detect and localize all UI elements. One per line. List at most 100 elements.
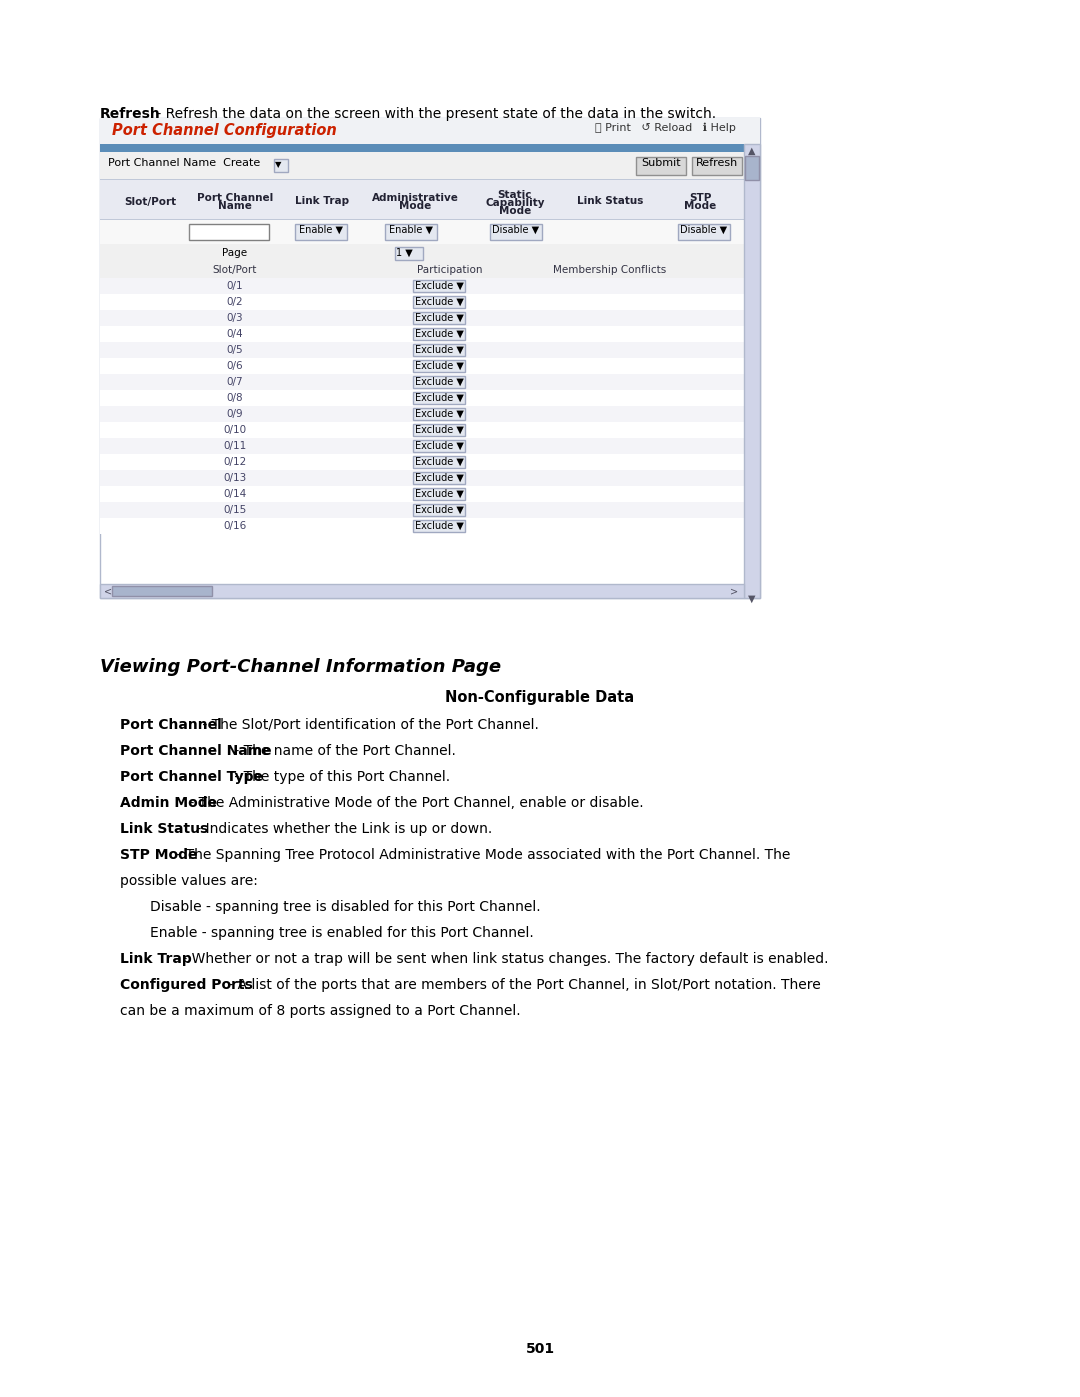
Text: Exclude ▼: Exclude ▼ — [415, 360, 463, 372]
Text: Mode: Mode — [684, 201, 716, 211]
Bar — [413, 488, 465, 500]
Bar — [413, 344, 465, 356]
Bar — [100, 278, 744, 293]
Bar — [384, 224, 437, 240]
Text: Refresh: Refresh — [100, 108, 161, 122]
Bar — [413, 279, 465, 292]
Text: Enable ▼: Enable ▼ — [299, 225, 343, 235]
Bar — [100, 144, 744, 152]
Text: Viewing Port-Channel Information Page: Viewing Port-Channel Information Page — [100, 658, 501, 676]
Text: Static: Static — [498, 190, 532, 200]
Text: 0/4: 0/4 — [227, 330, 243, 339]
Bar — [100, 439, 744, 454]
Text: Mode: Mode — [399, 201, 431, 211]
Text: Exclude ▼: Exclude ▼ — [415, 330, 463, 339]
Bar — [100, 390, 744, 407]
Bar — [413, 455, 465, 468]
Text: Port Channel: Port Channel — [120, 718, 221, 732]
Bar — [413, 360, 465, 372]
Text: Exclude ▼: Exclude ▼ — [415, 313, 463, 323]
Text: Capability: Capability — [485, 197, 544, 208]
Text: Enable - spanning tree is enabled for this Port Channel.: Enable - spanning tree is enabled for th… — [150, 926, 534, 940]
Text: 0/10: 0/10 — [224, 425, 246, 434]
Bar — [413, 520, 465, 532]
Text: Port Channel: Port Channel — [197, 193, 273, 203]
Bar — [395, 247, 423, 260]
Text: ▼: ▼ — [275, 161, 282, 169]
Bar — [678, 224, 730, 240]
Text: Disable ▼: Disable ▼ — [492, 225, 540, 235]
Text: 0/14: 0/14 — [224, 489, 246, 499]
Bar — [745, 156, 759, 180]
Text: STP: STP — [689, 193, 712, 203]
Text: 0/12: 0/12 — [224, 457, 246, 467]
Text: Exclude ▼: Exclude ▼ — [415, 393, 463, 402]
Text: - The name of the Port Channel.: - The name of the Port Channel. — [230, 745, 457, 759]
Text: Exclude ▼: Exclude ▼ — [415, 281, 463, 291]
Bar — [692, 156, 742, 175]
Text: 🖸 Print   ↺ Reload   ℹ Help: 🖸 Print ↺ Reload ℹ Help — [595, 123, 735, 133]
Text: - The Administrative Mode of the Port Channel, enable or disable.: - The Administrative Mode of the Port Ch… — [185, 796, 644, 810]
Text: - The Slot/Port identification of the Port Channel.: - The Slot/Port identification of the Po… — [198, 718, 539, 732]
Bar — [100, 486, 744, 502]
Text: Exclude ▼: Exclude ▼ — [415, 425, 463, 434]
Text: Port Channel Name  Create: Port Channel Name Create — [108, 158, 260, 168]
Text: 0/8: 0/8 — [227, 393, 243, 402]
Text: 0/2: 0/2 — [227, 298, 243, 307]
Bar — [100, 152, 744, 180]
Bar — [100, 469, 744, 486]
Text: Port Channel Name: Port Channel Name — [120, 745, 272, 759]
Text: Link Status: Link Status — [577, 197, 644, 207]
Text: 501: 501 — [526, 1343, 554, 1356]
Text: Non-Configurable Data: Non-Configurable Data — [445, 690, 635, 705]
Text: Port Channel Type: Port Channel Type — [120, 770, 264, 784]
Bar — [112, 585, 212, 597]
Text: 0/9: 0/9 — [227, 409, 243, 419]
Bar — [100, 584, 744, 598]
Text: Membership Conflicts: Membership Conflicts — [553, 265, 666, 275]
Text: Exclude ▼: Exclude ▼ — [415, 504, 463, 515]
Text: 0/1: 0/1 — [227, 281, 243, 291]
Bar — [100, 454, 744, 469]
Bar — [100, 244, 744, 263]
Bar — [744, 144, 760, 598]
Text: Mode: Mode — [499, 205, 531, 215]
Text: STP Mode: STP Mode — [120, 848, 198, 862]
Text: Refresh: Refresh — [696, 158, 738, 168]
Bar — [100, 358, 744, 374]
Bar — [413, 472, 465, 483]
Bar — [100, 219, 744, 244]
Text: Slot/Port: Slot/Port — [213, 265, 257, 275]
Text: 0/13: 0/13 — [224, 474, 246, 483]
Bar — [490, 224, 542, 240]
Bar — [100, 407, 744, 422]
Text: 0/7: 0/7 — [227, 377, 243, 387]
Text: Exclude ▼: Exclude ▼ — [415, 521, 463, 531]
Text: possible values are:: possible values are: — [120, 875, 258, 888]
Text: Exclude ▼: Exclude ▼ — [415, 489, 463, 499]
Text: - The type of this Port Channel.: - The type of this Port Channel. — [230, 770, 450, 784]
Text: >: > — [730, 587, 738, 597]
Bar — [413, 440, 465, 453]
Text: Submit: Submit — [642, 158, 680, 168]
Text: ▼: ▼ — [748, 594, 756, 604]
Text: can be a maximum of 8 ports assigned to a Port Channel.: can be a maximum of 8 ports assigned to … — [120, 1004, 521, 1018]
Text: Configured Ports: Configured Ports — [120, 978, 253, 992]
Bar — [189, 224, 269, 240]
Text: Exclude ▼: Exclude ▼ — [415, 441, 463, 451]
Text: Exclude ▼: Exclude ▼ — [415, 298, 463, 307]
Text: Exclude ▼: Exclude ▼ — [415, 474, 463, 483]
Bar — [100, 374, 744, 390]
Bar — [413, 296, 465, 307]
Text: - Whether or not a trap will be sent when link status changes. The factory defau: - Whether or not a trap will be sent whe… — [178, 951, 829, 965]
Text: - The Spanning Tree Protocol Administrative Mode associated with the Port Channe: - The Spanning Tree Protocol Administrat… — [172, 848, 791, 862]
Text: Admin Mode: Admin Mode — [120, 796, 217, 810]
Text: Exclude ▼: Exclude ▼ — [415, 457, 463, 467]
Text: Administrative: Administrative — [372, 193, 458, 203]
Bar — [100, 263, 744, 278]
Bar — [100, 518, 744, 534]
Text: Link Trap: Link Trap — [120, 951, 192, 965]
Text: <: < — [104, 587, 112, 597]
Bar — [413, 425, 465, 436]
Bar — [413, 408, 465, 420]
